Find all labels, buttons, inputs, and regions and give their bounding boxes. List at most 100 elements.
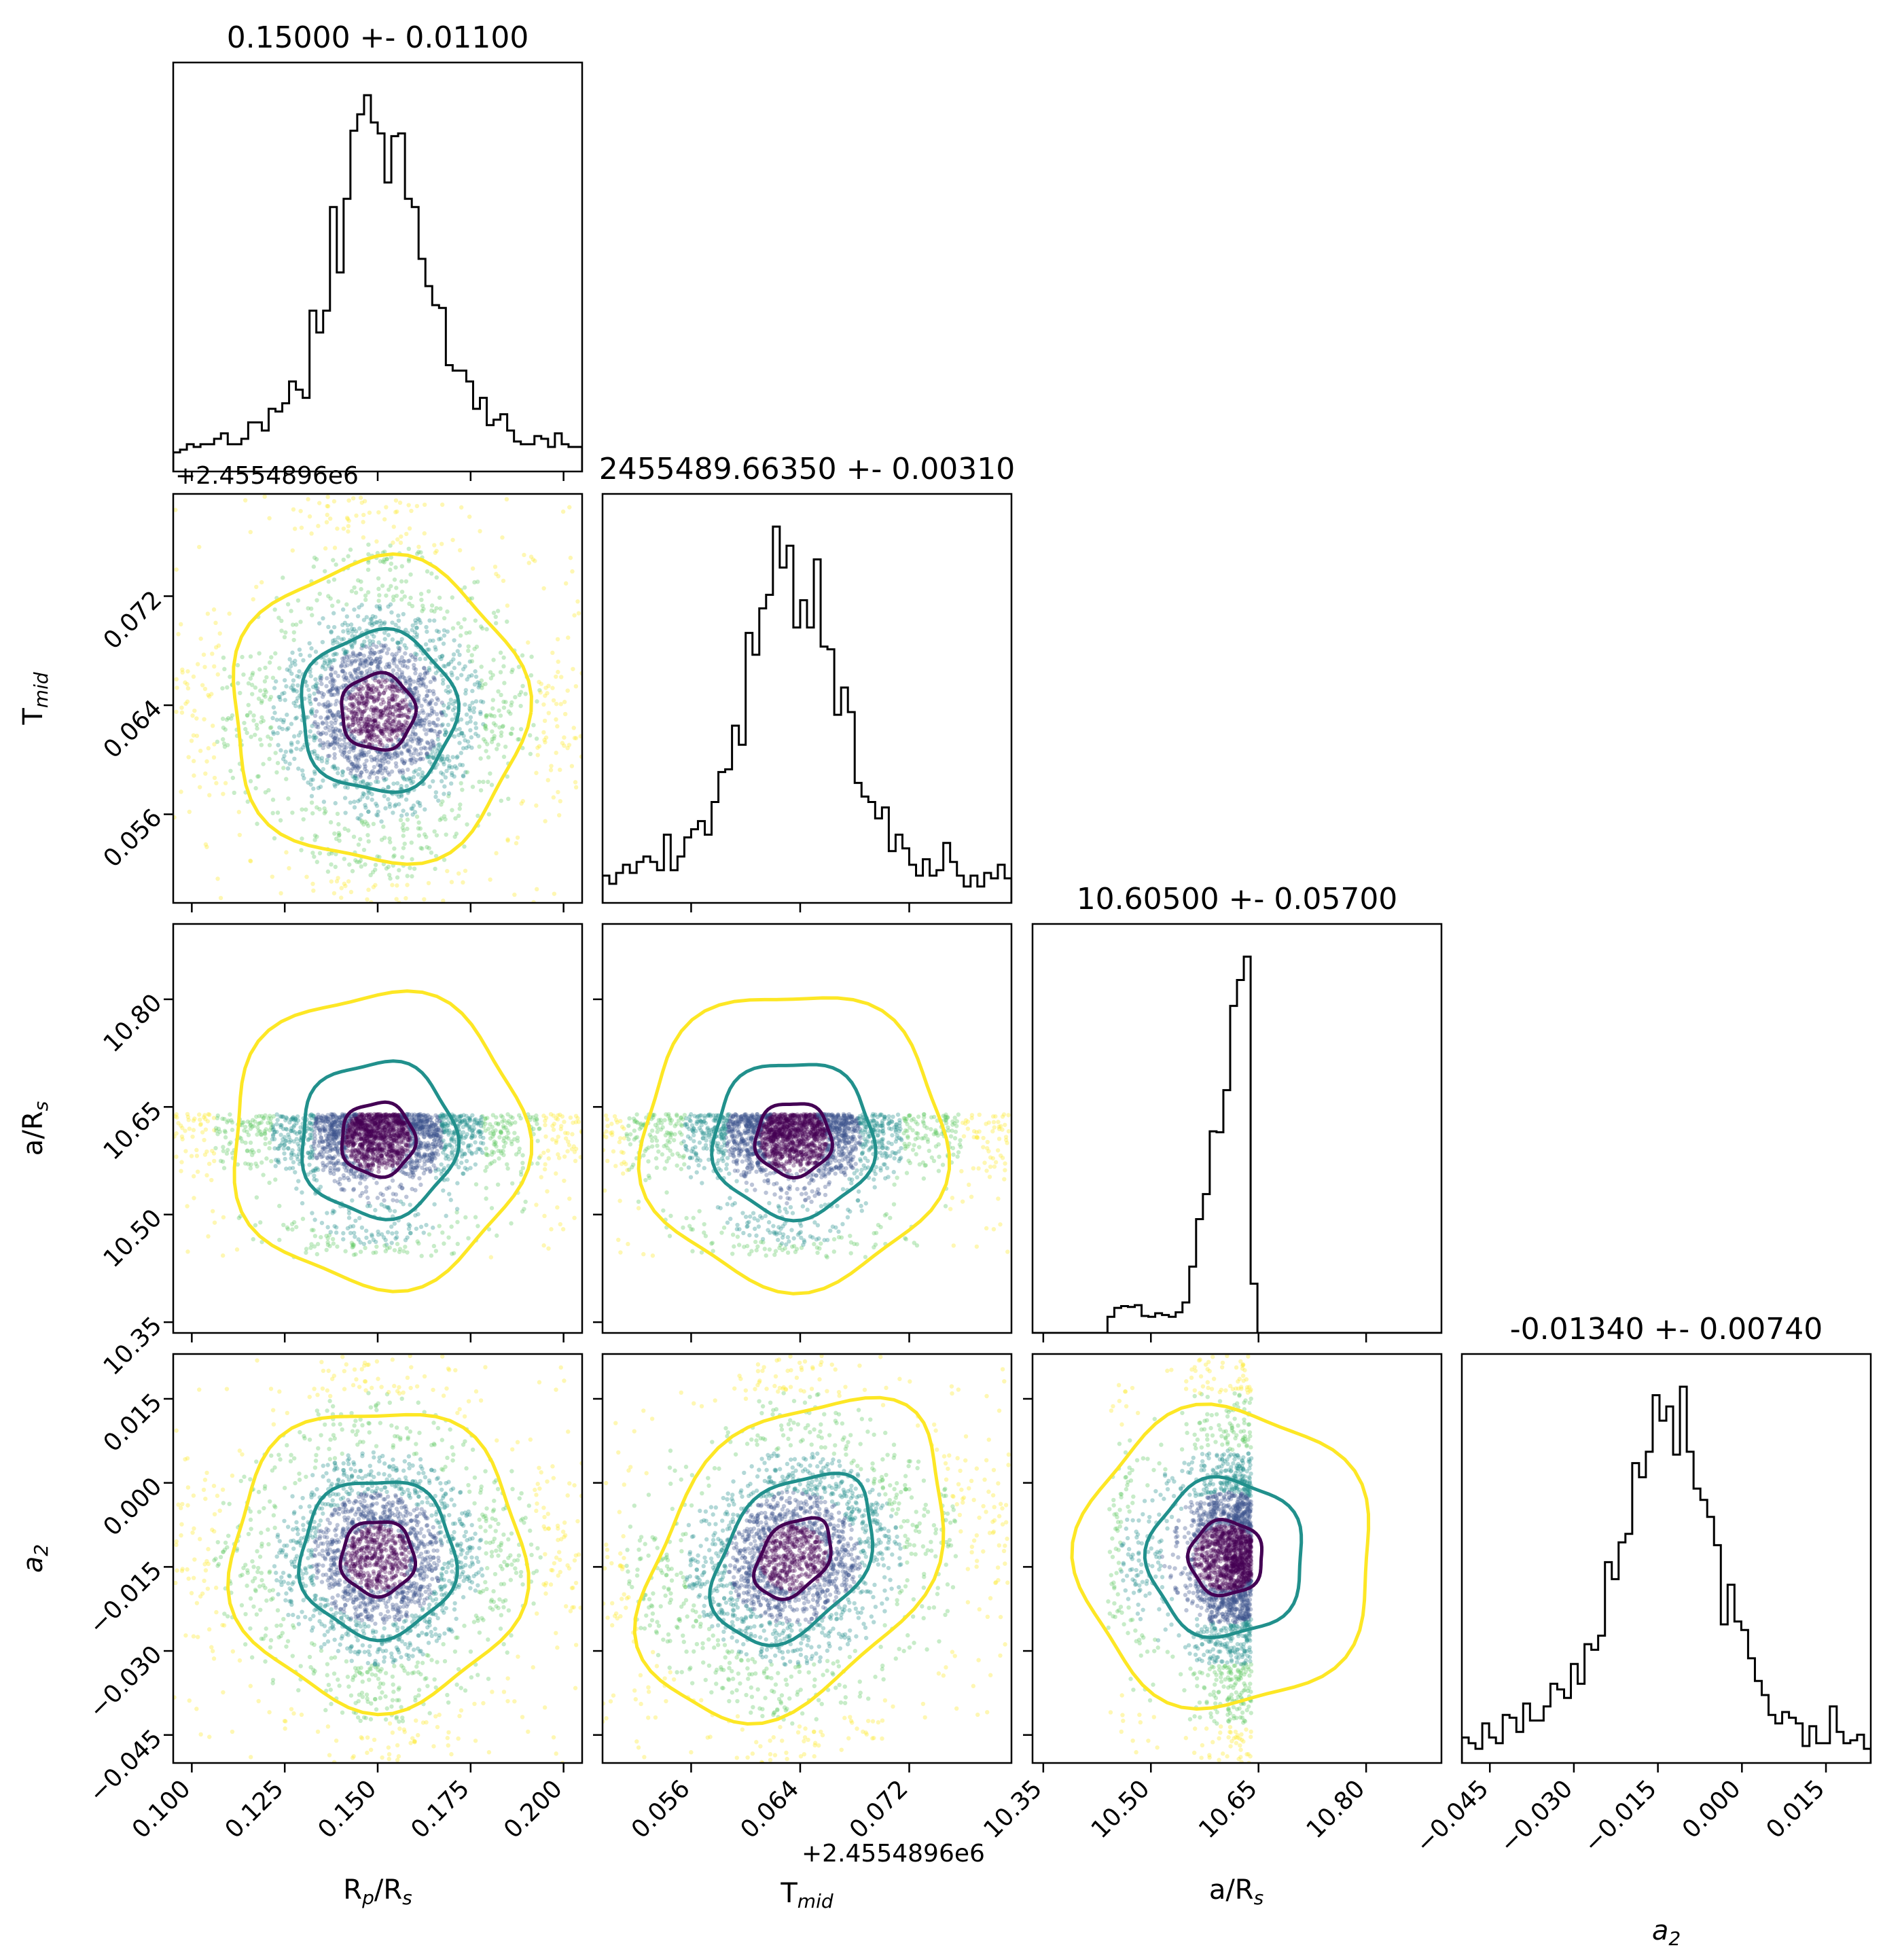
scatter-point (425, 647, 430, 652)
scatter-point (382, 621, 387, 626)
scatter-point (408, 1144, 413, 1149)
scatter-point (348, 889, 354, 895)
scatter-point (394, 1151, 399, 1156)
scatter-point (391, 1153, 396, 1158)
scatter-point (359, 1175, 364, 1180)
scatter-point (416, 616, 420, 622)
scatter-point (372, 634, 376, 639)
scatter-point (326, 1131, 331, 1137)
scatter-point (458, 633, 463, 638)
scatter-point (569, 1147, 575, 1152)
scatter-point (397, 646, 402, 651)
scatter-point (424, 669, 429, 674)
scatter-point (312, 1244, 317, 1249)
scatter-point (407, 708, 412, 713)
scatter-point (421, 683, 426, 688)
scatter-point (434, 833, 440, 838)
scatter-point (290, 1116, 295, 1120)
scatter-point (570, 1132, 575, 1137)
scatter-point (329, 667, 334, 672)
scatter-point (325, 1137, 329, 1142)
scatter-point (346, 696, 352, 700)
scatter-point (537, 679, 541, 685)
scatter-point (422, 675, 427, 680)
scatter-point (333, 801, 338, 806)
scatter-point (420, 1121, 425, 1126)
scatter-point (496, 1122, 501, 1127)
scatter-point (357, 1120, 362, 1124)
scatter-point (370, 613, 376, 619)
scatter-point (367, 1139, 372, 1144)
scatter-point (267, 756, 272, 762)
scatter-point (477, 1129, 482, 1135)
scatter-point (573, 1120, 579, 1124)
scatter-point (501, 664, 506, 669)
scatter-point (350, 701, 355, 707)
scatter-point (415, 741, 420, 746)
scatter-point (378, 758, 382, 763)
scatter-point (354, 1116, 359, 1121)
scatter-point (416, 820, 421, 825)
scatter-point (312, 1173, 317, 1178)
scatter-point (370, 705, 374, 710)
scatter-point (425, 1121, 429, 1126)
scatter-point (509, 1221, 514, 1226)
scatter-point (253, 1161, 258, 1166)
scatter-point (552, 1122, 557, 1126)
scatter-point (183, 1128, 187, 1133)
scatter-point (528, 751, 533, 756)
scatter-point (370, 1129, 374, 1134)
scatter-point (433, 1144, 438, 1149)
scatter-point (318, 677, 323, 683)
scatter-point (458, 1115, 463, 1120)
scatter-point (478, 1140, 484, 1145)
scatter-point (545, 691, 550, 696)
scatter-point (382, 1128, 387, 1133)
scatter-point (431, 743, 436, 749)
scatter-point (508, 711, 513, 716)
scatter-point (374, 1129, 379, 1135)
scatter-point (387, 1144, 391, 1150)
scatter-point (526, 560, 531, 565)
scatter-point (386, 864, 391, 870)
scatter-point (372, 1157, 378, 1162)
scatter-point (408, 758, 412, 763)
scatter-point (382, 1147, 387, 1153)
scatter-point (435, 748, 440, 753)
scatter-point (330, 686, 335, 692)
scatter-point (359, 1142, 363, 1147)
scatter-point (273, 751, 278, 755)
scatter-point (501, 1149, 505, 1154)
scatter-point (573, 785, 579, 790)
scatter-point (185, 1111, 190, 1117)
scatter-point (346, 726, 351, 732)
scatter-point (399, 655, 404, 660)
scatter-point (301, 658, 306, 663)
scatter-point (361, 1131, 367, 1137)
scatter-point (359, 698, 364, 703)
scatter-point (541, 1150, 546, 1155)
scatter-point (346, 524, 351, 529)
scatter-point (370, 1147, 376, 1152)
scatter-point (359, 1113, 363, 1118)
scatter-point (380, 1134, 386, 1139)
scatter-point (389, 1127, 393, 1132)
scatter-point (363, 1134, 367, 1139)
scatter-point (311, 1113, 317, 1118)
scatter-point (516, 737, 520, 742)
scatter-point (362, 724, 367, 729)
scatter-point (397, 1133, 402, 1138)
scatter-point (446, 1123, 450, 1128)
scatter-point (353, 1120, 357, 1126)
scatter-point (441, 1138, 446, 1143)
scatter-point (367, 654, 372, 659)
scatter-point (369, 732, 374, 738)
scatter-point (365, 1147, 371, 1152)
scatter-point (366, 714, 372, 719)
scatter-point (389, 1114, 394, 1120)
scatter-point (495, 609, 501, 613)
scatter-point (267, 743, 272, 747)
scatter-point (389, 1145, 394, 1151)
scatter-point (279, 1123, 284, 1128)
scatter-point (393, 715, 398, 719)
